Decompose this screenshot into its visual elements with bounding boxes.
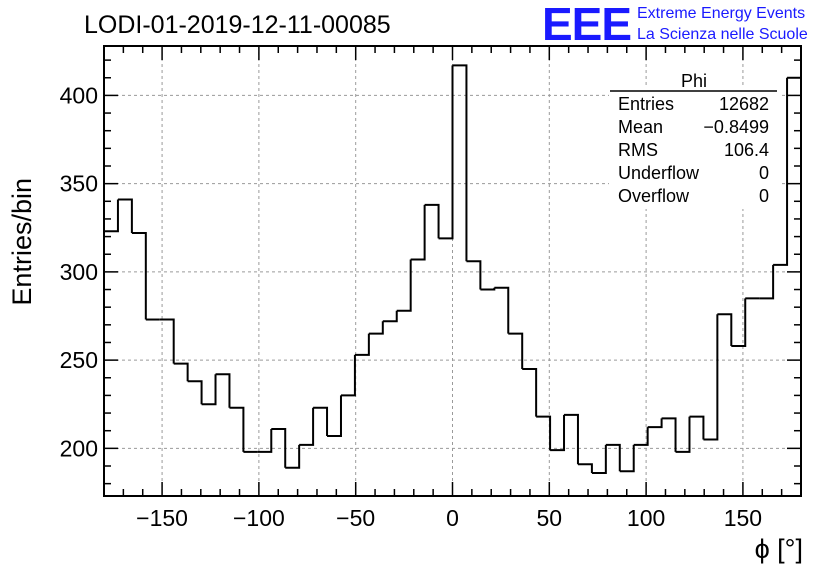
histogram-bin (104, 199, 119, 233)
stats-row-label: Mean (618, 117, 663, 137)
chart-title: LODI-01-2019-12-11-00085 (84, 11, 391, 39)
histogram-bin (131, 232, 147, 320)
histogram-bin (759, 264, 775, 300)
histogram-bin (591, 444, 607, 475)
histogram-bin (117, 198, 133, 234)
histogram-bin (661, 417, 677, 452)
eee-logo: EEE Extreme Energy Events La Scienza nel… (542, 0, 808, 50)
histogram-bin (494, 286, 510, 334)
stats-rows: Entries 12682 Mean −0.8499 RMS 106.4 Underflow… (618, 94, 769, 206)
histogram-bin (327, 395, 342, 437)
histogram-bin (633, 427, 649, 446)
stats-row-label: Underflow (618, 163, 700, 183)
x-tick-label: 150 (724, 505, 762, 531)
stats-row-label: RMS (618, 140, 658, 160)
histogram-bin (382, 310, 398, 323)
stats-row-value: −0.8499 (703, 117, 769, 137)
histogram-bin (619, 444, 635, 473)
stats-box-background (609, 85, 779, 209)
histogram-bin (452, 64, 468, 262)
y-tick-labels: 200 250 300 350 400 (60, 82, 98, 461)
histogram-bin (340, 354, 356, 397)
histogram-bin (187, 380, 203, 405)
histogram-bin (605, 443, 621, 472)
x-axis-label: ϕ [°] (755, 534, 803, 564)
x-tick-label: −150 (136, 505, 188, 531)
logo-line-1: Extreme Energy Events (637, 5, 805, 22)
y-tick-label: 350 (60, 171, 98, 197)
histogram-bin (215, 373, 231, 408)
y-axis-label: Entries/bin (7, 178, 37, 306)
x-tick-label: −100 (233, 505, 285, 531)
histogram-bin (717, 313, 733, 346)
histogram-bin (438, 65, 454, 240)
x-tick-label: 50 (537, 505, 563, 531)
histogram-bin (508, 332, 524, 369)
x-tick-label: 0 (446, 505, 459, 531)
axes (103, 45, 802, 497)
histogram-bin (313, 406, 329, 436)
y-tick-label: 300 (60, 259, 98, 285)
histogram-bin (173, 362, 189, 382)
logo-acronym: EEE (542, 0, 631, 50)
histogram-bin (466, 260, 482, 290)
histogram-bin (703, 314, 719, 441)
stats-row-label: Overflow (618, 186, 690, 206)
histogram-bin (773, 77, 789, 266)
histogram-bin (675, 416, 691, 453)
histogram-bin (396, 259, 412, 312)
histogram-bin (368, 321, 384, 335)
histogram-bin (731, 298, 747, 347)
stats-row-value: 106.4 (724, 140, 769, 160)
histogram-bin (689, 415, 705, 440)
histogram-bin (647, 418, 663, 429)
y-tick-label: 400 (60, 82, 98, 108)
stats-row-value: 0 (759, 163, 769, 183)
histogram-bin (564, 413, 579, 465)
histogram-bin (550, 414, 566, 452)
histogram-bin (159, 318, 175, 364)
histogram-bin (424, 203, 440, 239)
histogram-bin (577, 463, 593, 474)
histogram-bin (271, 427, 287, 468)
histogram-bin (354, 333, 370, 356)
histogram-bin (285, 444, 301, 469)
stats-row-value: 12682 (719, 94, 769, 114)
histogram-bin (522, 367, 538, 417)
stats-row-value: 0 (759, 186, 769, 206)
y-tick-label: 250 (60, 347, 98, 373)
x-tick-label: 100 (627, 505, 665, 531)
stats-row-label: Entries (618, 94, 674, 114)
histogram-bin (299, 407, 315, 446)
histogram-bin (480, 287, 496, 291)
stats-box: Phi Entries 12682 Mean −0.8499 RMS 106.4 Under… (609, 71, 779, 209)
histogram-bin (201, 374, 217, 406)
x-tick-labels: −150 −100 −50 0 50 100 150 (136, 505, 762, 531)
logo-line-2: La Scienza nelle Scuole (637, 26, 808, 43)
histogram-bin (410, 204, 426, 261)
histogram-bin (257, 428, 273, 453)
stats-box-title: Phi (681, 71, 707, 91)
y-tick-label: 200 (60, 435, 98, 461)
x-tick-label: −50 (336, 505, 375, 531)
histogram-bin (536, 415, 552, 451)
histogram-bin (229, 406, 245, 452)
